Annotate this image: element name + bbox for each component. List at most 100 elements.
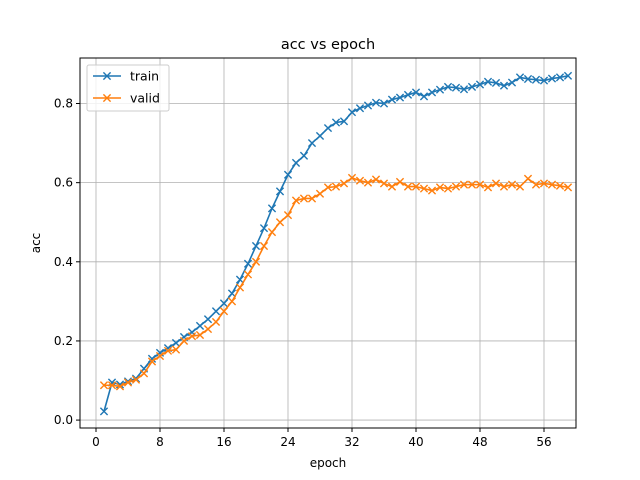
data-point-train xyxy=(331,118,341,127)
data-point-valid xyxy=(355,176,365,185)
data-point-valid xyxy=(187,332,197,341)
chart-title: acc vs epoch xyxy=(281,37,375,53)
data-point-train xyxy=(499,81,509,90)
data-point-train xyxy=(267,204,277,213)
data-point-train xyxy=(459,85,469,94)
data-point-valid xyxy=(219,307,229,316)
x-tick-label: 32 xyxy=(344,435,359,449)
y-tick-label: 0.6 xyxy=(54,176,73,190)
data-point-valid xyxy=(395,177,405,186)
x-tick-label: 24 xyxy=(280,435,295,449)
data-point-train xyxy=(355,104,365,113)
data-point-valid xyxy=(211,317,221,327)
data-point-train xyxy=(211,307,221,316)
data-point-valid xyxy=(371,175,381,184)
data-point-train xyxy=(99,407,109,416)
data-point-train xyxy=(427,88,437,97)
data-point-valid xyxy=(419,184,429,193)
y-tick-label: 0.4 xyxy=(54,255,73,269)
data-point-valid xyxy=(163,346,173,355)
series-layer xyxy=(99,71,573,416)
data-point-train xyxy=(315,131,325,141)
series-valid xyxy=(99,173,573,391)
data-point-valid xyxy=(499,182,509,191)
data-point-train xyxy=(203,315,213,324)
x-tick-label: 0 xyxy=(92,435,100,449)
data-point-train xyxy=(371,98,381,107)
data-point-train xyxy=(347,108,357,117)
plot-frame xyxy=(79,57,577,429)
data-point-valid xyxy=(515,182,525,191)
data-point-train xyxy=(291,158,301,167)
x-tick-label: 48 xyxy=(472,435,487,449)
data-point-valid xyxy=(179,336,189,346)
data-point-train xyxy=(403,90,413,99)
data-point-valid xyxy=(339,179,349,188)
data-point-train xyxy=(387,95,397,104)
data-point-valid xyxy=(483,183,493,192)
data-point-valid xyxy=(331,182,341,191)
data-point-train xyxy=(243,259,253,268)
data-point-valid xyxy=(203,324,213,334)
legend-label-valid: valid xyxy=(130,91,160,106)
data-point-train xyxy=(443,82,453,91)
x-tick-label: 40 xyxy=(408,435,423,449)
data-point-train xyxy=(539,76,549,85)
data-point-valid xyxy=(411,182,421,191)
data-point-train xyxy=(411,88,421,97)
data-point-valid xyxy=(139,369,149,378)
data-point-train xyxy=(147,354,157,363)
data-point-valid xyxy=(467,180,477,189)
data-point-valid xyxy=(435,183,445,192)
data-point-valid xyxy=(547,180,557,189)
data-point-train xyxy=(283,170,293,179)
data-point-valid xyxy=(427,186,437,195)
data-point-train xyxy=(259,224,269,233)
data-point-valid xyxy=(555,181,565,190)
ticks: 0 8 16 24 32 40 48 56 0.0 0.2 0.4 0.6 0.8 xyxy=(54,97,552,449)
data-point-valid xyxy=(387,182,397,191)
data-point-train xyxy=(219,299,229,308)
data-point-valid xyxy=(507,180,517,189)
data-point-train xyxy=(515,73,525,82)
data-point-valid xyxy=(195,330,205,340)
data-point-train xyxy=(555,73,565,82)
data-point-train xyxy=(339,117,349,126)
data-point-train xyxy=(299,151,309,160)
data-point-train xyxy=(195,321,205,330)
data-point-valid xyxy=(323,183,333,192)
data-point-valid xyxy=(523,174,533,183)
data-point-valid xyxy=(299,194,309,203)
legend-marker-train xyxy=(102,71,112,81)
data-point-valid xyxy=(291,196,301,205)
data-point-valid xyxy=(259,241,269,251)
data-point-valid xyxy=(491,179,501,188)
data-point-valid xyxy=(107,381,117,390)
data-point-train xyxy=(435,85,445,94)
data-point-train xyxy=(491,78,501,88)
y-axis-label: acc xyxy=(29,233,43,254)
data-point-train xyxy=(379,99,389,108)
data-point-train xyxy=(483,77,493,86)
x-tick-label: 56 xyxy=(536,435,551,449)
data-point-valid xyxy=(307,194,317,203)
data-point-train xyxy=(235,275,245,284)
data-point-valid xyxy=(443,184,453,193)
data-point-train xyxy=(467,82,477,91)
data-point-valid xyxy=(275,218,285,227)
data-point-train xyxy=(275,187,285,196)
data-point-train xyxy=(531,75,541,84)
data-point-train xyxy=(475,80,485,89)
data-point-valid xyxy=(315,189,325,198)
data-point-train xyxy=(323,123,333,133)
data-point-valid xyxy=(531,180,541,189)
data-point-train xyxy=(307,138,317,148)
data-point-valid xyxy=(403,182,413,191)
data-point-valid xyxy=(131,375,141,384)
data-point-valid xyxy=(475,180,485,189)
data-point-valid xyxy=(243,270,253,279)
y-tick-label: 0.8 xyxy=(54,97,73,111)
data-point-valid xyxy=(539,179,549,188)
data-point-valid xyxy=(171,345,181,354)
data-point-valid xyxy=(283,211,293,220)
